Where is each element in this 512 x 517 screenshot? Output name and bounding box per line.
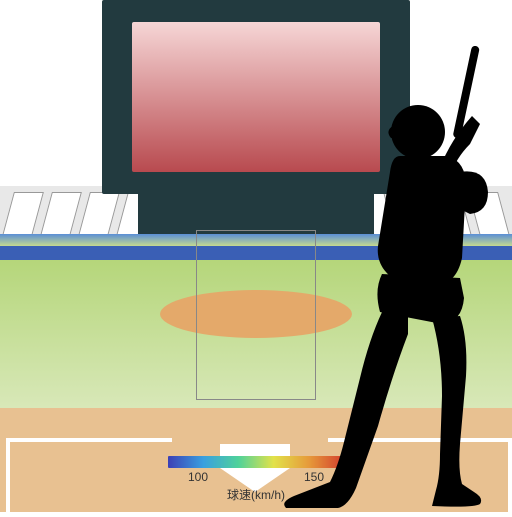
pitch-chart-scene: 100 150 球速(km/h) <box>0 0 512 512</box>
speed-tick-min: 100 <box>188 470 208 484</box>
batter-silhouette <box>274 46 512 512</box>
batters-box-left <box>6 438 172 512</box>
